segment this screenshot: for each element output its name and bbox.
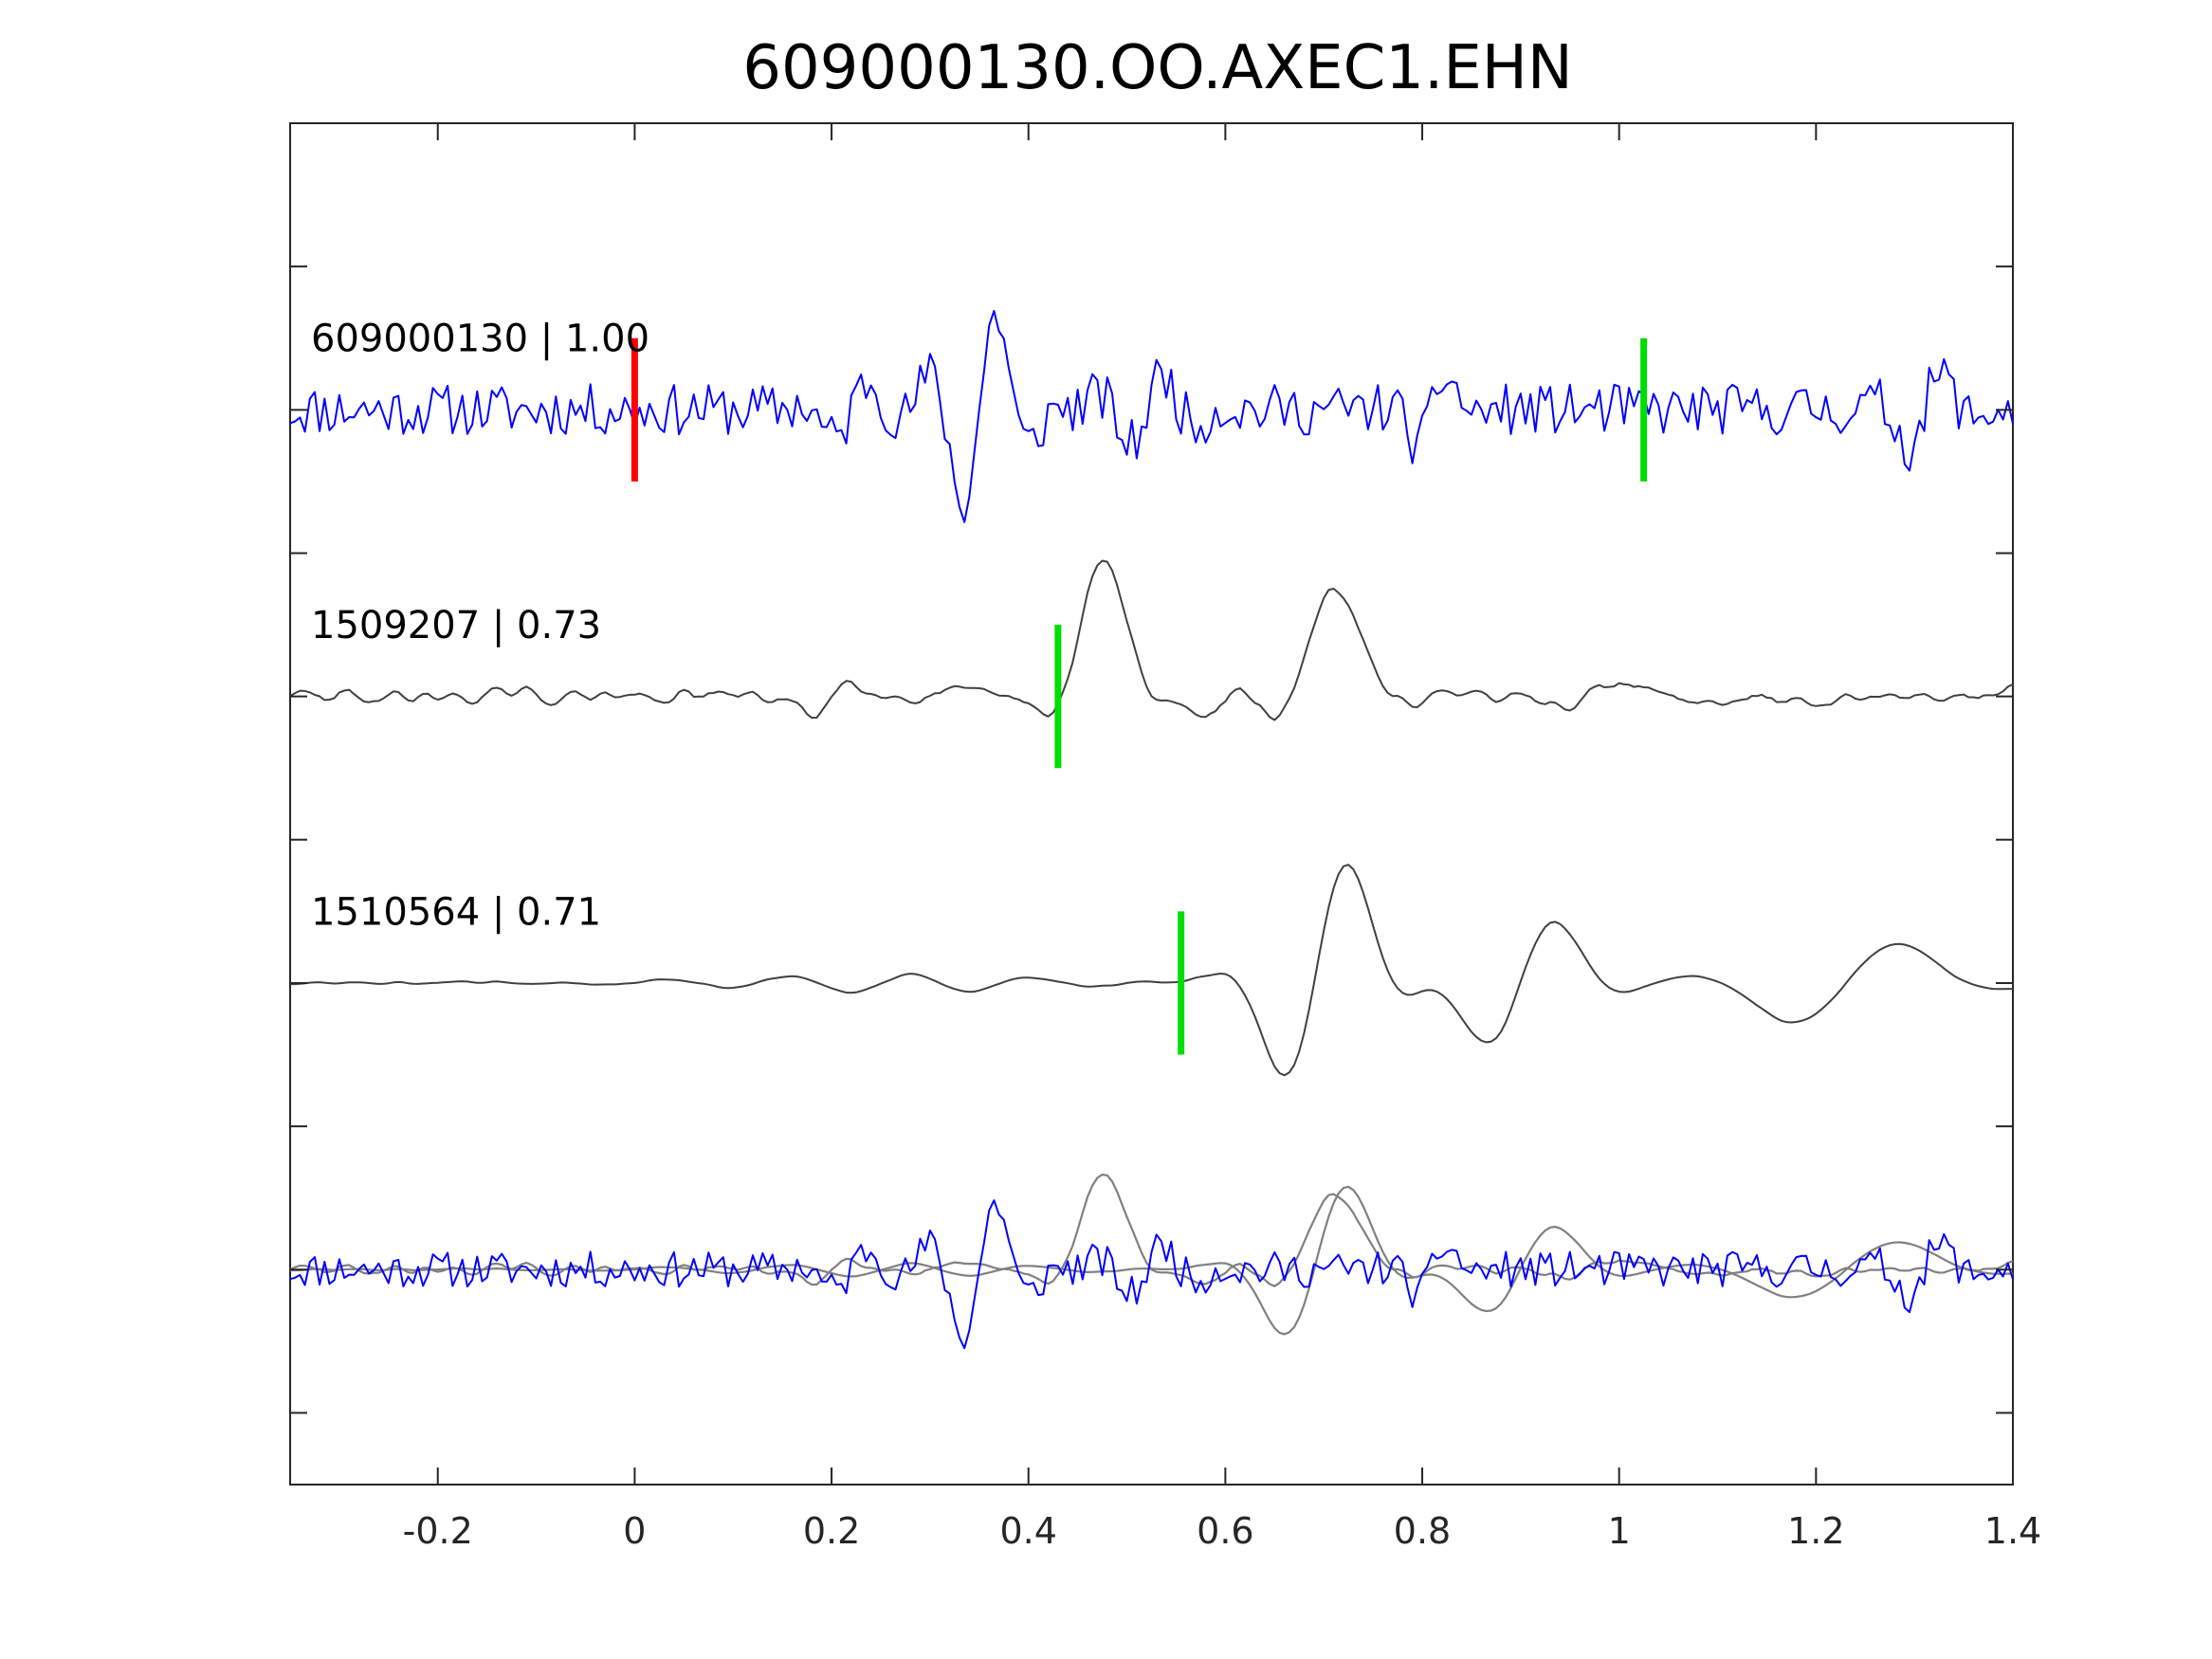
- plot-frame: [289, 122, 2014, 1486]
- trace-label-2: 1510564 | 0.71: [311, 890, 601, 934]
- x-tick-label-7: 1.2: [1787, 1510, 1844, 1552]
- picks-layer: [631, 337, 1648, 1055]
- x-tick-label-1: 0: [623, 1510, 646, 1552]
- trace-label-0: 609000130 | 1.00: [311, 318, 649, 361]
- trace-label-1: 1509207 | 0.73: [311, 604, 601, 647]
- chart-title: 609000130.OO.AXEC1.EHN: [742, 33, 1573, 103]
- x-tick-label-5: 0.8: [1394, 1510, 1451, 1552]
- trace-2: [289, 864, 2013, 1077]
- ticks-layer: -0.2 0 0.2 0.4 0.6 0.8 1 1.2 1.4: [290, 123, 2041, 1552]
- traces-layer: [289, 310, 2014, 1350]
- x-tick-label-6: 1: [1608, 1510, 1631, 1552]
- overlay-trace-0: [289, 1199, 2014, 1350]
- x-tick-label-8: 1.4: [1984, 1510, 2041, 1552]
- x-tick-label-2: 0.2: [803, 1510, 860, 1552]
- x-tick-label-4: 0.6: [1197, 1510, 1253, 1552]
- trace-1: [289, 559, 2014, 721]
- x-tick-label-3: 0.4: [999, 1510, 1056, 1552]
- trace-labels-layer: 609000130 | 1.00 1509207 | 0.73 1510564 | …: [311, 318, 649, 935]
- x-tick-label-0: -0.2: [403, 1510, 473, 1552]
- trace-0: [289, 310, 2014, 523]
